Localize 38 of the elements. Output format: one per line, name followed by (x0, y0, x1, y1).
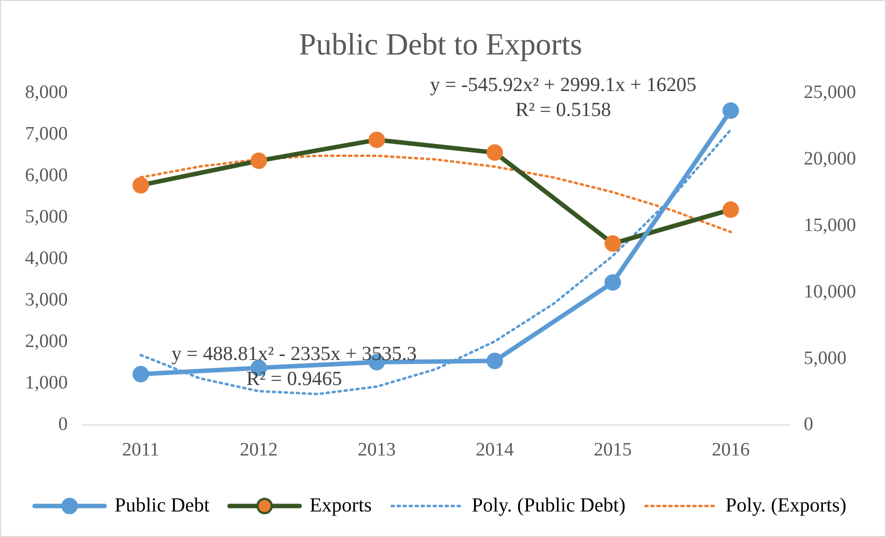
x-tick-label: 2011 (122, 440, 160, 461)
y2-tick-label: 10,000 (804, 281, 856, 302)
legend-label: Poly. (Public Debt) (472, 494, 626, 516)
x-tick-label: 2013 (358, 440, 396, 461)
y-tick-label: 4,000 (25, 248, 68, 270)
legend-label: Poly. (Exports) (725, 494, 846, 516)
y2-tick-label: 25,000 (804, 82, 856, 104)
point (486, 144, 503, 161)
point (486, 352, 503, 370)
y-tick-label: 6,000 (25, 165, 68, 186)
point (722, 102, 739, 119)
point (368, 132, 385, 148)
x-tick-label: 2016 (712, 440, 750, 461)
point (250, 152, 267, 170)
x-tick-label: 2014 (476, 440, 514, 461)
point (132, 366, 149, 382)
legend-label: Exports (310, 494, 372, 516)
annotation: y = -545.92x² + 2999.1x + 16205 R² = 0.5158 (430, 74, 696, 122)
legend-label: Public Debt (114, 494, 210, 516)
y2-tick-label: 0 (804, 414, 814, 436)
y-tick-label: 7,000 (25, 124, 68, 145)
y-tick-label: 3,000 (25, 290, 68, 311)
point (604, 235, 621, 252)
point (132, 176, 149, 194)
point (722, 201, 739, 218)
y-tick-label: 2,000 (25, 331, 68, 352)
y-tick-label: 8,000 (25, 82, 68, 104)
chart-title: Public Debt to Exports (298, 26, 582, 62)
y-tick-label: 5,000 (25, 206, 68, 228)
x-tick-label: 2012 (240, 440, 278, 461)
annotation: y = 488.81x² - 2335x + 3535.3 R² = 0.9465 (172, 343, 417, 390)
y2-tick-label: 15,000 (804, 214, 856, 236)
y-tick-label: 0 (58, 414, 68, 436)
y2-tick-label: 20,000 (804, 148, 856, 170)
x-tick-label: 2015 (594, 440, 632, 461)
point (604, 274, 621, 291)
y-tick-label: 1,000 (25, 372, 68, 394)
y2-tick-label: 5,000 (804, 348, 846, 369)
